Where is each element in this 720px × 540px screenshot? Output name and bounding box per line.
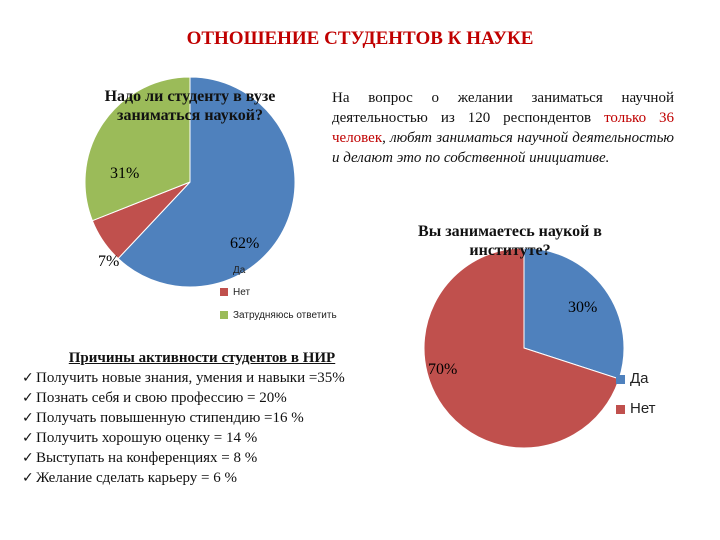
legend-swatch-yes: [616, 375, 625, 384]
legend-label-yes: Да: [630, 370, 649, 387]
legend-swatch-no: [220, 288, 228, 296]
chart-title-need-science: Надо ли студенту в вузе заниматься науко…: [104, 88, 276, 124]
reasons-block: Причины активности студентов в НИР ✓ Полу…: [22, 348, 392, 488]
list-item: ✓ Получить хорошую оценку = 14 %: [22, 428, 392, 448]
reason-text: Желание сделать карьеру = 6 %: [36, 470, 238, 486]
legend-label-no: Нет: [630, 400, 656, 417]
pie-chart-need-science: 62% 7% 31% Да Нет Затрудняюсь ответить Надо л…: [70, 76, 337, 340]
check-icon: ✓: [22, 410, 34, 426]
reason-text: Получать повышенную стипендию =16 %: [36, 410, 304, 426]
data-label-yes: 62%: [230, 235, 259, 252]
check-icon: ✓: [22, 430, 34, 446]
legend-swatch-undecided: [220, 311, 228, 319]
list-item: ✓ Выступать на конференциях = 8 %: [22, 448, 392, 468]
pie-slice-undecided: [84, 76, 191, 222]
reason-text: Получить новые знания, умения и навыки =…: [36, 370, 345, 386]
survey-note-separator: ,: [382, 130, 391, 146]
pie-chart-do-science: 30% 70% Да Нет Вы занимаетесь наукой в инст…: [400, 214, 700, 474]
reasons-heading: Причины активности студентов в НИР: [68, 350, 336, 366]
legend-label-no: Нет: [233, 287, 250, 298]
list-item: ✓ Познать себя и свою профессию = 20%: [22, 388, 392, 408]
survey-note-highlight: только 36 человек: [332, 110, 675, 146]
reasons-list: ✓ Получить новые знания, умения и навыки …: [22, 368, 392, 488]
check-icon: ✓: [22, 470, 34, 486]
reason-text: Познать себя и свою профессию = 20%: [36, 390, 287, 406]
pie-chart-need-science-svg: 62% 7% 31% Да Нет Затрудняюсь ответить: [84, 76, 337, 321]
legend-label-undecided: Затрудняюсь ответить: [233, 310, 337, 321]
data-label-no: 70%: [428, 361, 457, 378]
data-label-no: 7%: [98, 253, 119, 270]
survey-note-italic: любят заниматься научной деятельностью и…: [332, 130, 674, 166]
pie-slice-no: [423, 247, 620, 449]
data-label-yes: 30%: [568, 299, 597, 316]
list-item: ✓ Получать повышенную стипендию =16 %: [22, 408, 392, 428]
chart-title-do-science: Вы занимаетесь наукой в институте?: [418, 223, 602, 259]
list-item: ✓ Получить новые знания, умения и навыки …: [22, 368, 392, 388]
survey-note: На вопрос о желании заниматься научной д…: [332, 88, 674, 168]
pie-chart-do-science-svg: 30% 70% Да Нет: [423, 247, 656, 449]
check-icon: ✓: [22, 450, 34, 466]
survey-note-text: На вопрос о желании заниматься научной д…: [332, 90, 674, 126]
check-icon: ✓: [22, 370, 34, 386]
data-label-undecided: 31%: [110, 165, 139, 182]
check-icon: ✓: [22, 390, 34, 406]
page-title: ОТНОШЕНИЕ СТУДЕНТОВ К НАУКЕ: [186, 28, 534, 49]
list-item: ✓ Желание сделать карьеру = 6 %: [22, 468, 392, 488]
pie-slice-yes: [523, 247, 625, 380]
reason-text: Получить хорошую оценку = 14 %: [36, 430, 258, 446]
legend-swatch-no: [616, 405, 625, 414]
reason-text: Выступать на конференциях = 8 %: [36, 450, 258, 466]
legend-swatch-yes: [220, 266, 228, 274]
legend-label-yes: Да: [233, 265, 246, 276]
pie-slice-yes: [117, 76, 296, 288]
